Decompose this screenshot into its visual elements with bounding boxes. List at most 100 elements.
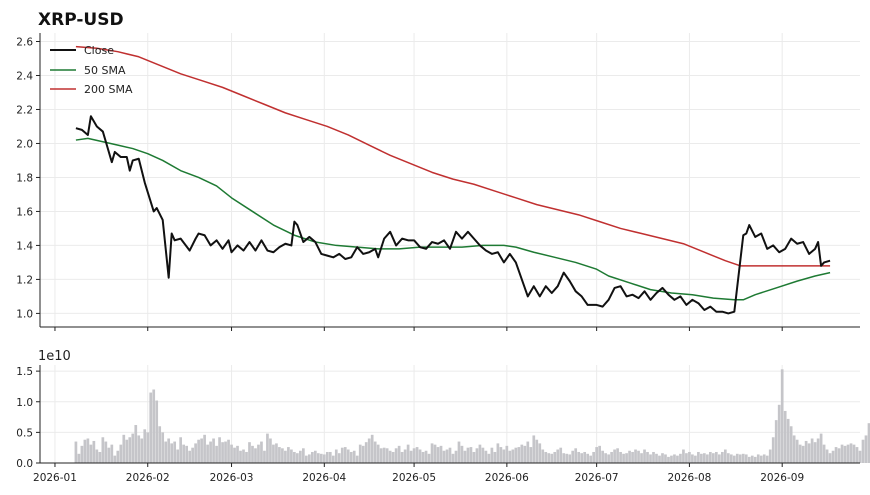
price-y-tick-label: 1.6 [16,206,33,218]
volume-bar [571,450,575,463]
volume-bar [819,433,823,463]
volume-bar [583,451,587,463]
volume-bar [496,443,500,463]
volume-bar [616,448,619,463]
volume-bar [729,454,733,463]
price-y-tick-label: 1.0 [16,308,33,320]
volume-bar [685,453,688,463]
legend: Close 50 SMA 200 SMA [50,44,133,96]
volume-bar [574,448,578,463]
volume-bar [119,444,123,464]
x-tick-label: 2026-06 [485,472,529,484]
volume-bar [457,441,461,463]
price-y-tick-label: 1.8 [16,172,33,184]
volume-bar [762,454,766,463]
volume-bar [670,455,673,463]
series-line-50-sma [75,137,831,301]
price-y-axis: 1.0 1.2 1.4 1.6 1.8 2.0 2.2 2.4 2.6 [16,36,40,320]
volume-bar [613,449,616,463]
volume-bar [418,449,422,463]
volume-bar [472,451,476,463]
volume-bar [831,450,835,463]
volume-bar [227,439,230,463]
x-tick-label: 2026-02 [126,472,170,484]
volume-bar [706,454,709,463]
volume-bar [86,438,90,463]
series-line-200-sma [75,45,831,267]
volume-bar [278,447,281,463]
volume-bar [580,453,584,463]
volume-bar [337,453,341,463]
volume-bar [361,445,365,463]
volume-bar [346,449,350,463]
volume-bar [194,443,197,463]
volume-bar [224,441,227,463]
volume-bar [493,451,497,463]
volume-bar [158,426,162,463]
volume-bar [556,449,560,463]
volume-bar [310,451,314,463]
price-y-tick-label: 2.6 [16,36,33,48]
volume-bar [203,434,206,463]
volume-bar [813,442,817,463]
volume-bar [179,437,182,463]
volume-bar [649,454,652,463]
volume-bar [816,438,820,463]
series-line-close [75,115,831,315]
volume-bar [589,455,592,463]
volume-bar [867,423,870,463]
volume-bar [313,450,317,463]
volume-bar [538,443,542,463]
volume-bar [275,443,278,463]
volume-bar [137,435,141,463]
volume-bar [451,453,455,463]
volume-bar [631,451,634,463]
volume-bar [741,453,745,463]
volume-y-tick-label: 1.0 [16,397,33,409]
volume-bar [753,456,757,464]
volume-bar [379,448,383,463]
volume-bar [849,443,853,463]
volume-bar [846,444,850,464]
volume-bar [694,455,697,463]
price-y-tick-label: 1.4 [16,240,33,252]
volume-bar [771,437,775,463]
volume-bar [448,447,452,463]
chart-title: XRP-USD [38,10,124,30]
volume-bar [637,450,640,463]
volume-bar [185,445,188,463]
volume-bar [445,449,449,463]
volume-bar [290,449,293,463]
volume-bar [619,451,622,463]
volume-bar [562,453,566,463]
volume-bar [164,441,168,463]
volume-bar [487,453,491,463]
volume-bar [756,454,760,463]
volume-bar [676,455,679,463]
volume-bar [412,448,416,463]
volume-bar [340,447,344,463]
volume-bar [592,451,595,463]
volume-bar [334,449,338,463]
volume-bar [798,444,802,464]
volume-bar [176,449,180,463]
volume-bar [511,449,515,463]
volume-bar [128,437,132,463]
volume-y-axis: 0.0 0.5 1.0 1.5 [16,366,40,470]
volume-bar [502,449,506,463]
volume-bar [484,450,488,463]
volume-bar [89,444,93,464]
price-y-tick-label: 1.2 [16,274,33,286]
volume-bar [439,445,443,463]
volume-bar [409,450,413,463]
volume-bar [700,453,703,463]
volume-bar [245,451,248,463]
volume-bar [254,448,257,463]
volume-bar [837,448,841,463]
volume-bar [475,448,479,463]
volume-bar [807,443,811,463]
volume-bar [514,447,518,463]
volume-bar [74,441,78,463]
volume-bar [212,438,215,463]
